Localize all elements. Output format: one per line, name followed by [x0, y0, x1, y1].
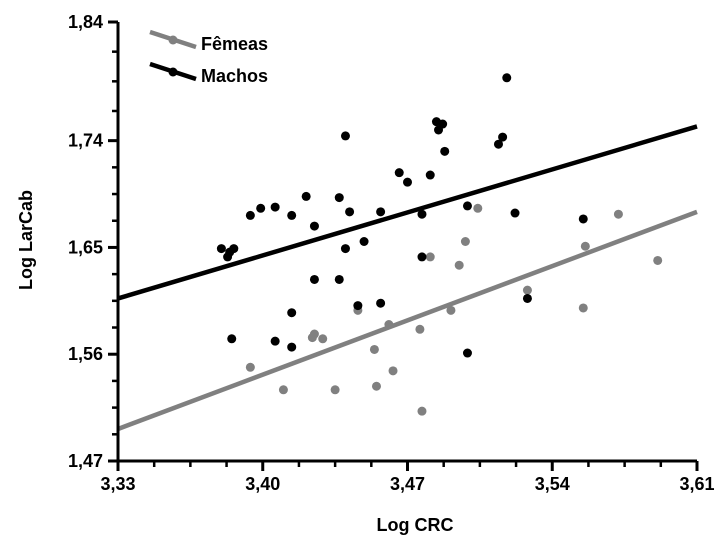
- ticks: [108, 20, 699, 471]
- point-femeas: [245, 362, 255, 372]
- point-machos: [340, 244, 350, 254]
- point-femeas: [384, 320, 394, 330]
- point-machos: [493, 139, 503, 149]
- point-machos: [345, 207, 355, 217]
- point-femeas: [417, 406, 427, 416]
- point-femeas: [309, 329, 319, 339]
- point-machos: [425, 170, 435, 180]
- point-machos: [301, 191, 311, 201]
- data-points: [216, 73, 663, 416]
- point-machos: [502, 73, 512, 83]
- point-femeas: [425, 252, 435, 262]
- fit-line-femeas: [117, 209, 698, 432]
- fit-line-machos: [117, 124, 698, 301]
- point-machos: [287, 342, 297, 352]
- point-machos: [376, 298, 386, 308]
- point-femeas: [454, 260, 464, 270]
- point-machos: [438, 119, 448, 129]
- point-machos: [229, 244, 239, 254]
- point-femeas: [388, 366, 398, 376]
- point-machos: [498, 132, 508, 142]
- legend-label-femeas: Fêmeas: [201, 34, 268, 54]
- point-machos: [462, 348, 472, 358]
- x-tick-label: 3,61: [679, 474, 714, 494]
- point-machos: [394, 168, 404, 178]
- point-femeas: [522, 285, 532, 295]
- x-axis-title: Log CRC: [377, 515, 454, 535]
- legend-label-machos: Machos: [201, 66, 268, 86]
- point-femeas: [578, 303, 588, 313]
- legend: Fêmeas Machos: [149, 29, 268, 86]
- point-machos: [578, 214, 588, 224]
- point-femeas: [330, 385, 340, 395]
- point-machos: [440, 146, 450, 156]
- point-machos: [309, 221, 319, 231]
- y-tick-label: 1,56: [68, 344, 103, 364]
- regression-lines: [117, 124, 698, 432]
- point-machos: [256, 203, 266, 213]
- point-femeas: [580, 241, 590, 251]
- point-machos: [359, 237, 369, 246]
- x-tick-label: 3,47: [390, 474, 425, 494]
- point-machos: [522, 293, 532, 303]
- point-femeas: [318, 334, 328, 344]
- y-axis-title: Log LarCab: [16, 190, 36, 290]
- point-machos: [287, 210, 297, 220]
- point-femeas: [446, 305, 456, 315]
- point-machos: [287, 308, 297, 318]
- point-machos: [462, 201, 472, 211]
- point-machos: [403, 177, 412, 187]
- point-machos: [510, 208, 520, 218]
- point-femeas: [460, 237, 470, 246]
- point-machos: [216, 244, 226, 254]
- point-machos: [245, 210, 255, 220]
- point-machos: [340, 131, 350, 141]
- point-femeas: [653, 255, 663, 265]
- point-machos: [334, 193, 344, 203]
- tick-labels: 3,33 3,40 3,47 3,54 3,61 1,47 1,56 1,65 1,74 1,84: [68, 12, 715, 494]
- point-machos: [417, 252, 427, 262]
- point-femeas: [371, 381, 381, 391]
- x-tick-label: 3,33: [100, 474, 135, 494]
- legend-marker-femeas: [168, 35, 178, 45]
- y-tick-label: 1,84: [68, 12, 103, 32]
- point-machos: [270, 336, 280, 346]
- point-machos: [417, 209, 427, 219]
- point-femeas: [369, 344, 379, 354]
- x-tick-label: 3,54: [535, 474, 570, 494]
- point-femeas: [473, 203, 483, 213]
- point-machos: [376, 207, 386, 217]
- point-femeas: [415, 324, 425, 334]
- y-tick-label: 1,47: [68, 451, 103, 471]
- point-machos: [353, 301, 363, 311]
- legend-marker-machos: [168, 67, 178, 77]
- point-machos: [309, 274, 319, 284]
- point-machos: [334, 274, 344, 284]
- x-tick-label: 3,40: [245, 474, 280, 494]
- y-tick-label: 1,65: [68, 237, 103, 257]
- point-femeas: [278, 385, 288, 395]
- y-tick-label: 1,74: [68, 131, 103, 151]
- point-machos: [227, 334, 237, 344]
- point-femeas: [613, 209, 623, 219]
- point-machos: [270, 202, 280, 212]
